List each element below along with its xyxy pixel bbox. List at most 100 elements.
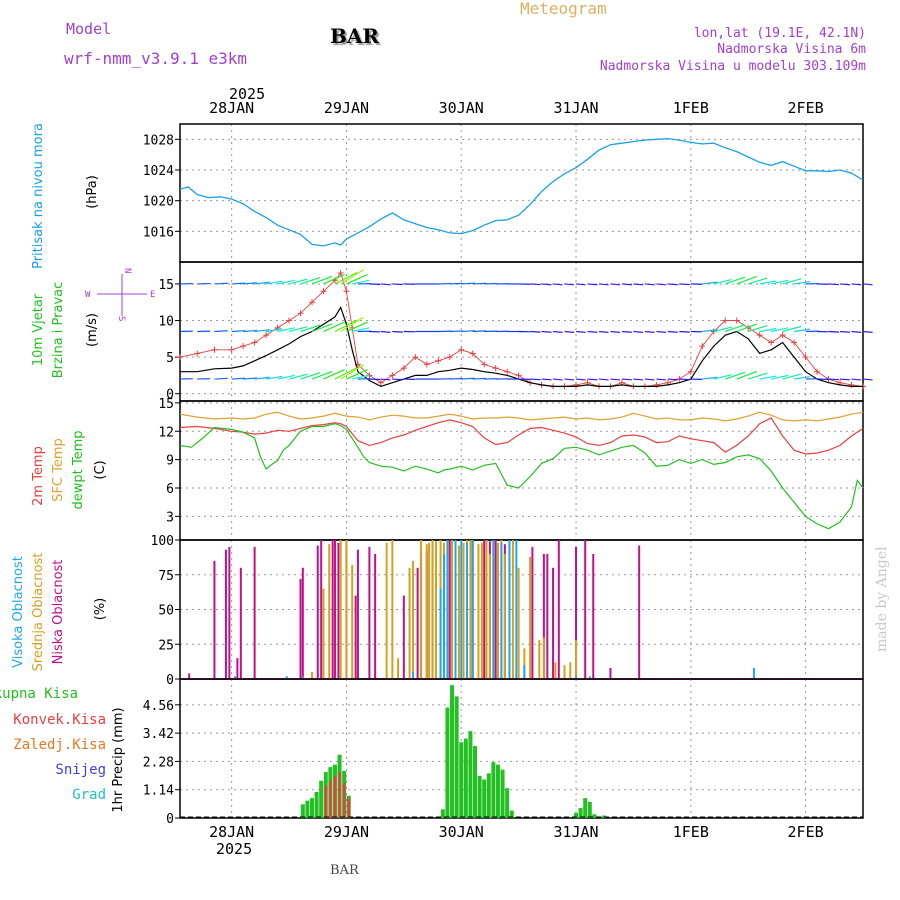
cloud-bar: [337, 542, 340, 679]
wind-arrow: [380, 378, 391, 381]
precip-bar: [450, 685, 455, 818]
y-tick-label: 25: [158, 638, 174, 653]
wind-arrow: [334, 271, 358, 285]
cloud-bar: [531, 546, 534, 679]
wind-arrow: [311, 275, 333, 285]
wind-arrow: [346, 273, 368, 285]
wind-arrow: [380, 330, 391, 333]
cloud-bar: [311, 672, 314, 679]
compass-n: N: [122, 268, 132, 273]
wind-arrow: [621, 330, 632, 333]
precip-bar: [505, 788, 510, 818]
wind-arrow: [243, 282, 258, 285]
wind-arrow: [598, 283, 609, 286]
wind-arrow: [656, 378, 666, 381]
cloud-bar: [496, 542, 499, 679]
cloud-bar: [500, 542, 503, 679]
wind-arrow: [340, 269, 364, 285]
bottom-date-label: 28JAN: [209, 823, 254, 841]
cloud-bar: [253, 546, 256, 679]
wind-arrow: [472, 330, 487, 333]
year-label-top: 2025: [229, 85, 265, 103]
top-date-label: 29JAN: [324, 99, 369, 117]
wind-arrow: [679, 378, 690, 381]
cloud-bar: [236, 658, 239, 679]
precip-bar: [500, 769, 505, 818]
cloud-bar: [228, 546, 231, 679]
legend-total-rain: Ukupna Kisa: [0, 686, 78, 702]
wind-arrow: [541, 283, 552, 286]
wind-arrow: [575, 378, 586, 381]
cloud-bar: [609, 667, 612, 679]
wind-arrow: [334, 367, 358, 380]
wind-speed-line: [180, 305, 863, 388]
cloud-bar: [575, 676, 578, 679]
compass-rose: N W E S: [85, 268, 155, 321]
cloud-bar: [368, 546, 371, 679]
wind-arrow: [759, 375, 777, 380]
wind-arrow: [530, 283, 541, 286]
wind-arrow: [553, 330, 563, 333]
wind-arrow: [564, 283, 575, 286]
precip-bar: [463, 738, 468, 818]
footer-station: BAR: [330, 863, 360, 878]
lonlat-label: lon,lat (19.1E, 42.1N): [694, 26, 866, 41]
wind-arrow: [679, 283, 690, 286]
wind-arrow: [736, 323, 758, 333]
cloud-bar: [494, 540, 497, 679]
wind-arrow: [702, 329, 718, 333]
wind-arrow: [243, 329, 258, 333]
legend-conv-rain: Konvek.Kisa: [13, 712, 106, 728]
wind-arrow: [392, 283, 403, 286]
bottom-date-label: 30JAN: [439, 823, 484, 841]
dewpoint-line: [179, 423, 864, 530]
y-tick-label: 50: [158, 604, 174, 619]
model-label: Model: [66, 20, 111, 38]
cloud-unit: (%): [93, 598, 108, 621]
cloud-bar: [431, 540, 434, 679]
wind-arrow: [243, 377, 258, 380]
precip-bar: [592, 814, 597, 818]
pressure-unit: (hPa): [85, 175, 100, 209]
cloud-bar: [420, 540, 423, 679]
cloud-bar: [588, 676, 591, 679]
top-date-label: 30JAN: [439, 99, 484, 117]
wind-arrow: [610, 283, 621, 286]
wind-arrow: [794, 280, 811, 285]
temperature-panel: 3 6 9 12 15: [158, 397, 864, 541]
wind-arrow: [851, 330, 862, 333]
cloud-bar: [188, 673, 191, 679]
wind-arrow: [587, 283, 598, 286]
cloud-bar: [557, 540, 560, 679]
wind-arrow: [644, 378, 655, 381]
wind-arrow: [862, 283, 873, 286]
wind-arrow: [214, 330, 228, 333]
y-tick-label: 1.14: [143, 784, 174, 799]
wind-arrow: [254, 329, 270, 333]
y-tick-label: 3.42: [143, 727, 174, 742]
precip-bar: [300, 804, 305, 818]
cloud-bar: [316, 545, 319, 679]
precip-bar: [509, 810, 514, 818]
wind-arrow: [633, 378, 644, 381]
cloud-bar: [408, 567, 411, 679]
wind-arrow: [352, 279, 370, 285]
cloud-bar: [457, 545, 460, 679]
cloud-bar: [492, 540, 495, 679]
cloud-bar: [477, 544, 480, 679]
precip-bar: [329, 780, 332, 818]
wind-arrow: [759, 327, 777, 333]
wind-arrow: [553, 378, 563, 381]
precip-bar: [338, 772, 341, 818]
wind-arrow: [725, 371, 746, 380]
wind-arrow: [679, 330, 690, 333]
top-date-labels: 28JAN 29JAN 30JAN 31JAN 1FEB 2FEB: [209, 99, 824, 117]
precip-bar: [491, 762, 496, 818]
y-tick-label: 1028: [143, 133, 174, 148]
cloud-bar: [391, 540, 394, 679]
wind-arrow: [300, 372, 321, 380]
cloud-bar: [224, 549, 227, 679]
wind-arrow: [449, 282, 463, 285]
precip-bar: [324, 785, 328, 818]
wind-arrow: [862, 378, 873, 381]
